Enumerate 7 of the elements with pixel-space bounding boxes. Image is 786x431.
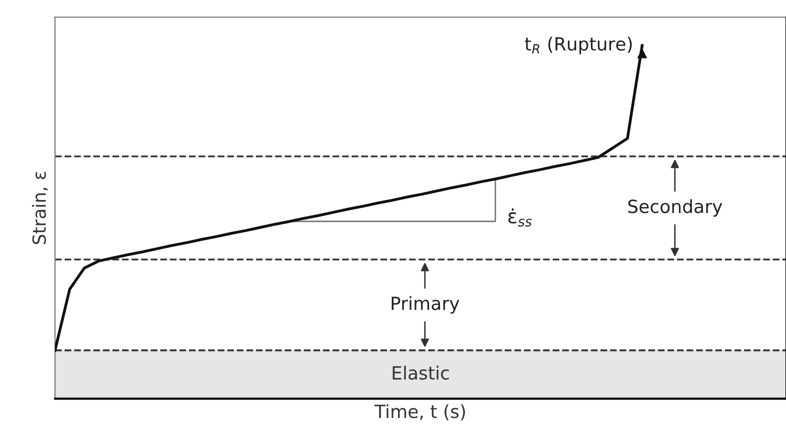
y-axis-title: Strain, ε <box>32 172 48 244</box>
band-label: Elastic <box>392 366 449 380</box>
annotation: ε̇$_{ss}$ <box>508 208 532 227</box>
annotation: Primary <box>392 296 460 314</box>
annotation: Secondary <box>628 199 722 217</box>
x-axis-title: Time, t (s) <box>374 404 465 420</box>
annotation: t$_{R}$ (Rupture) <box>524 36 632 54</box>
